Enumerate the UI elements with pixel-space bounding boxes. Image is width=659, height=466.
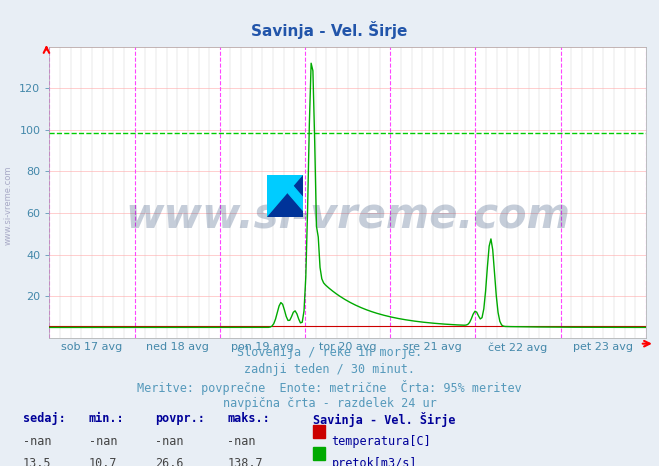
Polygon shape [267, 175, 303, 217]
Text: temperatura[C]: temperatura[C] [331, 435, 431, 448]
Text: Savinja - Vel. Širje: Savinja - Vel. Širje [251, 21, 408, 39]
Text: www.si-vreme.com: www.si-vreme.com [125, 194, 570, 237]
Text: Slovenija / reke in morje.: Slovenija / reke in morje. [237, 346, 422, 359]
Text: -nan: -nan [23, 435, 51, 448]
Text: Meritve: povprečne  Enote: metrične  Črta: 95% meritev: Meritve: povprečne Enote: metrične Črta:… [137, 380, 522, 395]
Text: -nan: -nan [155, 435, 183, 448]
Text: 10,7: 10,7 [89, 457, 117, 466]
Text: sedaj:: sedaj: [23, 412, 66, 425]
Text: 26,6: 26,6 [155, 457, 183, 466]
Text: 138,7: 138,7 [227, 457, 263, 466]
Polygon shape [272, 175, 303, 211]
Text: min.:: min.: [89, 412, 125, 425]
Text: -nan: -nan [227, 435, 256, 448]
Text: -nan: -nan [89, 435, 117, 448]
Text: Savinja - Vel. Širje: Savinja - Vel. Širje [313, 412, 455, 427]
Text: povpr.:: povpr.: [155, 412, 205, 425]
Text: 13,5: 13,5 [23, 457, 51, 466]
Text: zadnji teden / 30 minut.: zadnji teden / 30 minut. [244, 363, 415, 376]
Text: pretok[m3/s]: pretok[m3/s] [331, 457, 417, 466]
Text: maks.:: maks.: [227, 412, 270, 425]
Text: navpična črta - razdelek 24 ur: navpična črta - razdelek 24 ur [223, 397, 436, 411]
Text: www.si-vreme.com: www.si-vreme.com [3, 165, 13, 245]
Polygon shape [267, 175, 303, 217]
